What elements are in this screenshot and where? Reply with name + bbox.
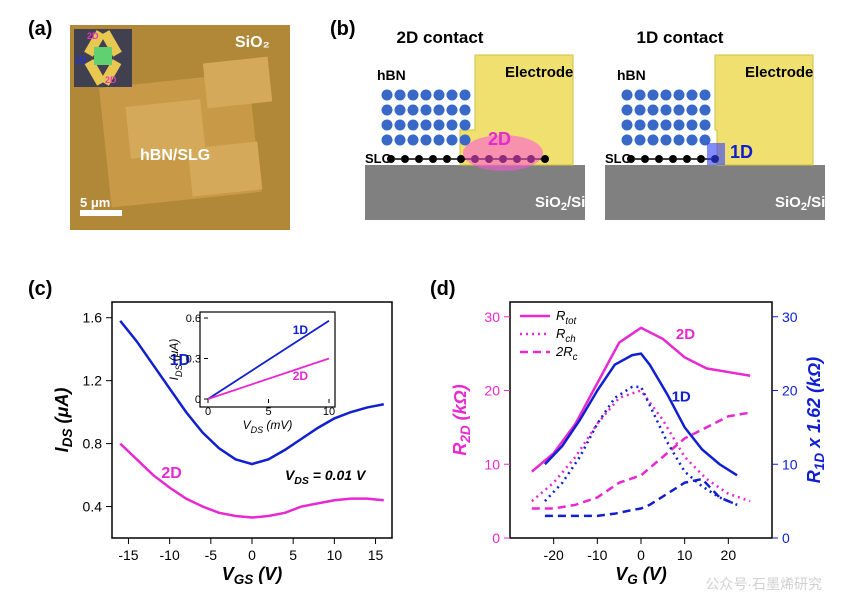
afm-hbn-label: hBN/SLG <box>140 147 210 164</box>
svg-text:30: 30 <box>484 309 500 325</box>
svg-text:-10: -10 <box>587 547 607 563</box>
svg-text:15: 15 <box>368 547 384 563</box>
panel-c: (c) <box>28 278 52 301</box>
svg-text:VDS (mV): VDS (mV) <box>243 418 293 435</box>
contact-2d-label: 2D <box>488 129 511 149</box>
svg-text:-10: -10 <box>160 547 180 563</box>
slg-1d: SLG <box>605 151 632 166</box>
svg-text:0.6: 0.6 <box>186 313 201 325</box>
panel-c-label: (c) <box>28 278 52 301</box>
contact-1d-label: 1D <box>730 142 753 162</box>
watermark: 公众号·石墨烯研究 <box>705 574 822 594</box>
svg-text:2D: 2D <box>161 465 181 482</box>
svg-text:0: 0 <box>195 394 201 406</box>
electrode-2d: Electrode <box>505 64 573 81</box>
substrate-2d: SiO2/Si <box>535 194 585 213</box>
substrate-1d: SiO2/Si <box>775 194 825 213</box>
svg-text:1.2: 1.2 <box>83 373 103 389</box>
svg-text:-15: -15 <box>118 547 138 563</box>
hbn-1d: hBN <box>617 67 646 83</box>
svg-text:0: 0 <box>248 547 256 563</box>
panel-d-chart: -20 -10 0 10 20 0 10 20 30 0 10 20 30 VG (V) R2D (kΩ) R… <box>450 290 830 590</box>
svg-text:10: 10 <box>782 456 798 472</box>
svg-text:2D: 2D <box>293 369 309 383</box>
svg-text:VGS (V): VGS (V) <box>222 564 283 587</box>
svg-text:IDS (μA): IDS (μA) <box>52 388 75 453</box>
panel-b-schematics: 2D contact SiO2/Si Electrode hBN SLG 2D … <box>365 25 825 230</box>
svg-text:-5: -5 <box>205 547 218 563</box>
svg-text:VG (V): VG (V) <box>615 564 667 587</box>
panel-a-label: (a) <box>28 18 52 41</box>
svg-text:0.8: 0.8 <box>83 436 103 452</box>
svg-text:2Rc: 2Rc <box>555 344 578 363</box>
svg-text:0: 0 <box>637 547 645 563</box>
panel-a-afm: SiO₂ hBN/SLG 5 μm 2D 1D 2D <box>70 25 290 230</box>
svg-text:10: 10 <box>323 406 335 418</box>
svg-text:5: 5 <box>265 406 271 418</box>
svg-text:VDS = 0.01 V: VDS = 0.01 V <box>285 467 367 487</box>
svg-text:20: 20 <box>782 383 798 399</box>
svg-text:0: 0 <box>492 530 500 546</box>
panel-c-chart: -15 -10 -5 0 5 10 15 0.4 0.8 1.2 1.6 VGS (V) IDS (μA… <box>50 290 410 590</box>
svg-text:5: 5 <box>289 547 297 563</box>
afm-scale-label: 5 μm <box>80 195 110 210</box>
svg-text:20: 20 <box>721 547 737 563</box>
svg-text:0.3: 0.3 <box>186 354 201 366</box>
inset-2d-top: 2D <box>87 31 99 41</box>
inset-1d: 1D <box>75 55 87 65</box>
svg-text:0.4: 0.4 <box>83 499 103 515</box>
svg-text:R2D (kΩ): R2D (kΩ) <box>450 384 473 455</box>
svg-text:Rtot: Rtot <box>556 308 578 327</box>
svg-text:10: 10 <box>677 547 693 563</box>
svg-text:R1D x 1.62 (kΩ): R1D x 1.62 (kΩ) <box>804 357 827 483</box>
title-2d: 2D contact <box>397 28 484 47</box>
svg-text:20: 20 <box>484 383 500 399</box>
slg-2d: SLG <box>365 151 392 166</box>
svg-text:1D: 1D <box>293 323 309 337</box>
svg-text:-20: -20 <box>544 547 564 563</box>
electrode-1d: Electrode <box>745 64 813 81</box>
panel-b-label: (b) <box>330 18 356 41</box>
inset-2d-bot: 2D <box>105 75 117 85</box>
svg-text:10: 10 <box>484 456 500 472</box>
afm-sio2-label: SiO₂ <box>235 34 270 51</box>
svg-text:1.6: 1.6 <box>83 310 103 326</box>
svg-text:Rch: Rch <box>556 326 576 345</box>
title-1d: 1D contact <box>637 28 724 47</box>
svg-text:0: 0 <box>205 406 211 418</box>
svg-text:1D: 1D <box>672 389 691 406</box>
panel-b: (b) <box>330 18 356 41</box>
svg-text:30: 30 <box>782 309 798 325</box>
svg-text:2D: 2D <box>676 326 695 343</box>
panel-a: (a) <box>28 18 52 41</box>
svg-text:10: 10 <box>327 547 343 563</box>
hbn-2d: hBN <box>377 67 406 83</box>
svg-text:0: 0 <box>782 530 790 546</box>
